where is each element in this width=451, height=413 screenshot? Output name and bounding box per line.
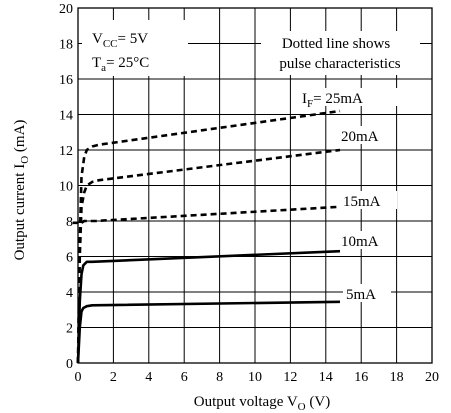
series-label-15ma: 15mA — [343, 194, 381, 210]
x-axis-title: Output voltage VO (V) — [194, 394, 330, 413]
x-tick-label: 6 — [181, 370, 188, 385]
pulse-note: Dotted line shows pulse characteristics — [261, 31, 420, 75]
pulse-note-background — [261, 31, 420, 75]
y-tick-label: 20 — [59, 2, 73, 17]
y-axis-title: Output current IO (mA) — [12, 120, 31, 261]
y-tick-label: 14 — [59, 109, 73, 124]
y-tick-label: 18 — [59, 38, 73, 53]
series-label-10ma: 10mA — [341, 234, 379, 250]
label-25ma-background — [298, 88, 418, 106]
series-line-10ma — [76, 249, 341, 364]
x-tick-label: 16 — [354, 370, 368, 385]
series-line-15ma — [72, 205, 341, 226]
series-label-20ma: 20mA — [341, 129, 379, 145]
y-tick-label: 6 — [66, 251, 73, 266]
y-tick-label: 10 — [59, 180, 73, 195]
y-tick-label: 4 — [66, 286, 73, 301]
tick-labels: 0 2 4 6 8 10 12 14 16 18 20 0 2 4 6 8 10 12 14 16 18 20 — [59, 2, 439, 385]
series-line-5ma — [76, 300, 341, 364]
x-tick-label: 14 — [319, 370, 333, 385]
label-5ma-background — [343, 284, 391, 302]
label-20ma-background — [339, 126, 395, 144]
x-tick-label: 12 — [283, 370, 297, 385]
y-tick-label: 12 — [59, 144, 73, 159]
x-tick-label: 10 — [248, 370, 262, 385]
vcc-condition: VCC= 5V — [92, 31, 148, 50]
y-tick-label: 2 — [66, 322, 73, 337]
y-tick-label: 8 — [66, 215, 73, 230]
conditions-panel: VCC= 5V Ta= 25°C — [82, 20, 188, 76]
x-tick-label: 20 — [425, 370, 439, 385]
pulse-note-line1: Dotted line shows — [282, 36, 390, 52]
series-labels: IF= 25mA 20mA 15mA 10mA 5mA — [298, 88, 418, 303]
x-tick-label: 18 — [390, 370, 404, 385]
conditions-background — [82, 20, 188, 76]
series-line-25ma — [76, 109, 341, 364]
series-label-5ma: 5mA — [346, 287, 376, 303]
series-label-25ma: IF= 25mA — [302, 91, 363, 110]
plot-frame — [77, 7, 433, 364]
y-tick-label: 0 — [66, 357, 73, 372]
x-tick-label: 4 — [145, 370, 152, 385]
pulse-note-line2: pulse characteristics — [279, 56, 400, 72]
label-10ma-background — [339, 231, 395, 249]
y-tick-label: 16 — [59, 73, 73, 88]
label-15ma-background — [341, 191, 397, 209]
series-line-20ma — [76, 148, 341, 364]
series-layer — [72, 109, 341, 364]
ta-condition: Ta= 25°C — [92, 55, 149, 74]
x-tick-label: 8 — [216, 370, 223, 385]
x-tick-label: 0 — [75, 370, 82, 385]
x-tick-label: 2 — [110, 370, 117, 385]
